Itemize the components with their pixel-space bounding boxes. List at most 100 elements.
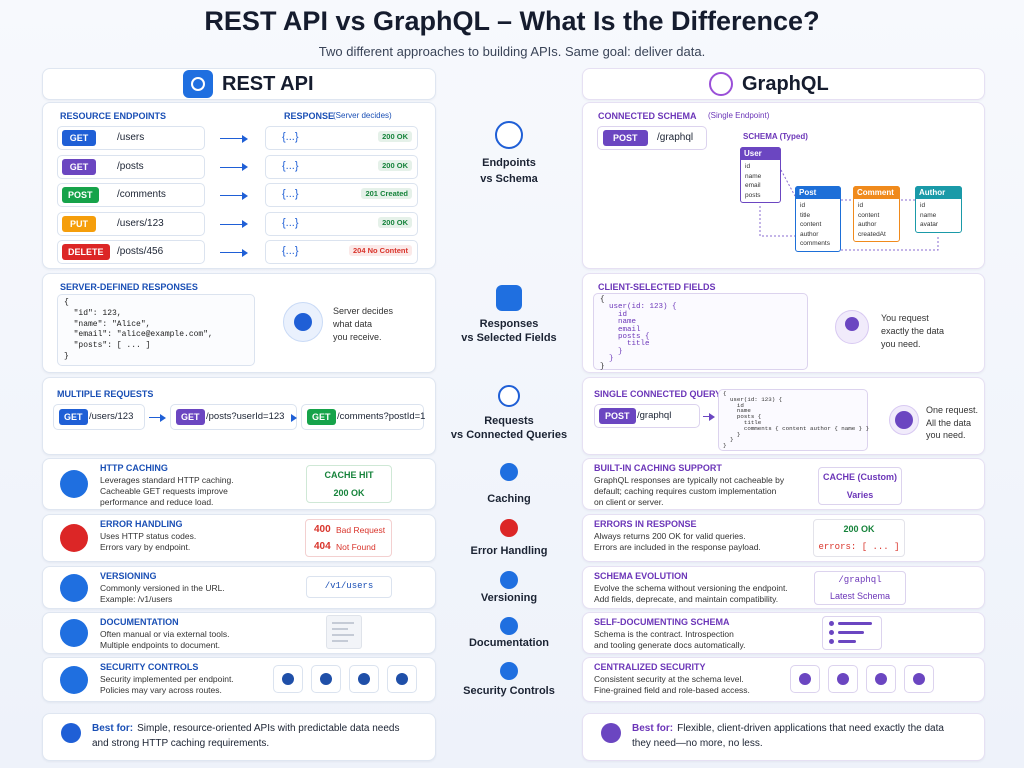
response-box xyxy=(265,183,418,207)
schema-field: id xyxy=(745,163,751,170)
response-body: {...} xyxy=(282,216,299,229)
arrow xyxy=(220,138,243,139)
center-icon xyxy=(496,285,522,311)
center-icon xyxy=(498,385,520,407)
section-label: MULTIPLE REQUESTS xyxy=(57,389,154,399)
rest-icon-cloud xyxy=(191,77,205,91)
feature-text: GraphQL responses are typically not cach… xyxy=(594,475,785,485)
response-body: {...} xyxy=(282,159,299,172)
check-icon xyxy=(61,723,81,743)
center-icon xyxy=(495,121,523,149)
code-line: title xyxy=(723,419,762,426)
arrow-head xyxy=(160,413,166,422)
code-line: "email": "alice@example.com", xyxy=(64,330,213,340)
code-line: } xyxy=(64,352,69,361)
endpoint-path: /posts xyxy=(117,160,144,172)
schema-type-name: Comment xyxy=(857,188,894,197)
endpoint-path: /users xyxy=(117,132,145,143)
feature-text: Evolve the schema without versioning the… xyxy=(594,583,788,593)
endpoint-path: /graphql xyxy=(657,132,694,143)
center-icon xyxy=(500,571,518,589)
badge-text: Varies xyxy=(846,490,874,500)
code-line: } xyxy=(600,362,605,371)
feature-text: Add fields, deprecate, and maintain comp… xyxy=(594,594,779,604)
note-line: You request xyxy=(881,313,929,323)
footer-text: Best for: Flexible, client-driven applica… xyxy=(632,723,944,734)
note-line: you need. xyxy=(881,339,921,349)
schema-field: author xyxy=(800,230,819,238)
code-line: user(id: 123) { xyxy=(723,395,783,403)
doc-line xyxy=(332,640,348,642)
feature-text: and tooling generate docs automatically. xyxy=(594,640,746,650)
feature-text: Multiple endpoints to document. xyxy=(100,640,221,650)
arrow-head xyxy=(291,413,297,422)
code-line: } xyxy=(723,436,734,444)
request-path: /posts?userId=123 xyxy=(206,411,285,422)
schema-field: title xyxy=(800,211,811,219)
schema-field: name xyxy=(920,211,937,219)
security-tile xyxy=(387,665,417,693)
schema-type-header xyxy=(740,147,781,160)
code-line: } xyxy=(600,347,623,356)
feature-title: CENTRALIZED SECURITY xyxy=(594,662,706,672)
badge-text: 200 OK xyxy=(843,524,875,534)
doc-dot xyxy=(828,620,834,626)
schema-field: avatar xyxy=(920,221,939,228)
method-badge: PUT xyxy=(62,215,96,232)
security-tile xyxy=(904,665,934,693)
card xyxy=(42,713,436,761)
endpoint-path: /users/123 xyxy=(117,217,164,229)
feature-text: Errors are included in the response payl… xyxy=(594,542,761,552)
feature-text: Fine-grained field and role-based access… xyxy=(594,685,750,695)
schema-type-header xyxy=(853,186,900,199)
feature-title: DOCUMENTATION xyxy=(100,617,179,627)
arrow-head xyxy=(242,248,248,257)
feature-text: Policies may vary across routes. xyxy=(100,685,222,695)
code-line: name xyxy=(723,407,751,415)
method-badge: POST xyxy=(599,408,636,424)
code-box xyxy=(593,293,808,370)
code-line: } xyxy=(723,430,741,438)
feature-text: Cacheable GET requests improve xyxy=(100,486,228,496)
schema-field: id xyxy=(920,202,926,209)
card xyxy=(582,458,985,510)
code-line: comments { content author { name } } xyxy=(723,424,870,432)
badge-text: CACHE HIT xyxy=(324,470,374,480)
doc-bar xyxy=(838,631,864,634)
method-badge: GET xyxy=(62,130,96,146)
feature-title: ERRORS IN RESPONSE xyxy=(594,519,697,529)
feature-text: Security implemented per endpoint. xyxy=(100,674,234,684)
arrow-head xyxy=(242,134,248,143)
schema-type-name: User xyxy=(744,149,762,158)
code-box xyxy=(57,294,255,366)
endpoint-path: /posts/456 xyxy=(117,246,164,257)
request-path: /graphql xyxy=(637,410,672,421)
center-label: Requests xyxy=(484,415,534,427)
arrow-head xyxy=(242,220,248,228)
response-box xyxy=(265,154,418,179)
feature-title: ERROR HANDLING xyxy=(100,519,183,529)
feature-text: on client or server. xyxy=(594,497,664,507)
feature-title: VERSIONING xyxy=(100,571,157,581)
code-line: "id": 123, xyxy=(64,308,122,318)
feature-icon xyxy=(60,524,88,552)
code-line: } xyxy=(600,355,614,364)
code-line: } xyxy=(723,442,727,450)
feature-title: HTTP CACHING xyxy=(100,463,168,473)
schema-field: posts xyxy=(745,191,761,199)
doc-line xyxy=(332,628,348,630)
method-badge: GET xyxy=(62,158,96,175)
section-label: RESOURCE ENDPOINTS xyxy=(60,111,167,121)
doc-bar xyxy=(838,640,856,643)
status-badge: 200 OK xyxy=(378,159,412,171)
arrow-head xyxy=(709,412,715,421)
user-icon-core xyxy=(845,317,859,331)
center-icon xyxy=(500,463,518,481)
security-glyph xyxy=(282,673,294,685)
feature-text: Often manual or via external tools. xyxy=(100,629,230,639)
section-label: RESPONSE xyxy=(284,111,335,121)
note-line: you receive. xyxy=(333,332,382,342)
section-label: SINGLE CONNECTED QUERY xyxy=(594,389,722,399)
doc-line xyxy=(332,634,354,636)
